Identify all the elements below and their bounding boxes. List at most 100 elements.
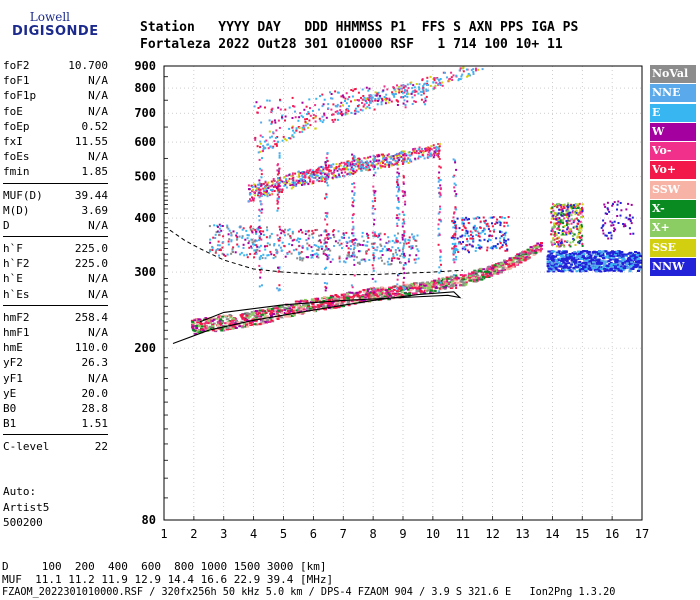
echo-point (407, 151, 410, 154)
echo-point (220, 327, 224, 330)
echo-point (501, 244, 504, 247)
echo-point (256, 248, 259, 251)
echo-point (281, 312, 284, 314)
echo-point (340, 302, 344, 304)
echo-point (406, 95, 409, 98)
echo-point (597, 269, 600, 272)
echo-point (394, 93, 397, 95)
echo-point (297, 304, 301, 307)
echo-point (568, 269, 572, 272)
echo-point (601, 254, 605, 257)
echo-point (491, 269, 495, 272)
echo-point (424, 150, 427, 152)
echo-point (396, 222, 399, 225)
echo-point (400, 152, 403, 155)
echo-point (260, 169, 263, 172)
echo-point (416, 287, 420, 290)
echo-point (380, 296, 384, 299)
echo-point (628, 266, 632, 269)
echo-point (355, 169, 358, 172)
echo-point (250, 247, 253, 250)
echo-point (426, 287, 430, 290)
echo-point (255, 250, 258, 252)
echo-point (383, 98, 386, 101)
echo-point (340, 171, 343, 174)
echo-point (587, 253, 591, 256)
echo-point (363, 167, 366, 170)
echo-point (305, 239, 308, 242)
param-row: yF2 26.3 (3, 355, 108, 370)
echo-point (521, 252, 525, 255)
echo-point (401, 238, 404, 241)
echo-point (279, 179, 282, 182)
echo-point (552, 203, 554, 206)
echo-point (391, 296, 395, 298)
echo-point (518, 255, 522, 258)
echo-point (571, 258, 575, 261)
echo-point (406, 89, 409, 92)
echo-point (376, 103, 379, 106)
echo-point (550, 221, 552, 224)
echo-point (299, 181, 302, 184)
echo-point (597, 258, 601, 261)
echo-point (498, 247, 501, 250)
echo-point (615, 258, 619, 261)
echo-point (631, 268, 635, 270)
echo-point (328, 301, 331, 304)
echo-point (575, 217, 578, 220)
echo-point (302, 116, 305, 119)
echo-point (291, 172, 294, 175)
echo-point (426, 147, 428, 150)
x-tick-label: 6 (310, 527, 317, 541)
echo-point (466, 238, 468, 241)
echo-point (575, 207, 578, 210)
echo-point (569, 245, 572, 248)
echo-point (258, 285, 261, 288)
echo-point (477, 244, 480, 246)
echo-point (363, 99, 366, 102)
echo-point (264, 257, 267, 260)
echo-point (437, 152, 440, 155)
echo-point (402, 264, 405, 267)
echo-point (420, 284, 424, 287)
echo-point (328, 174, 330, 177)
echo-point (546, 255, 550, 258)
echo-point (397, 232, 400, 235)
echo-point (203, 325, 207, 328)
echo-point (397, 184, 400, 187)
echo-point (271, 120, 274, 123)
echo-point (406, 100, 409, 103)
echo-point (221, 315, 225, 318)
echo-point (317, 245, 320, 248)
echo-point (278, 156, 281, 159)
echo-point (223, 328, 226, 331)
echo-point (423, 101, 425, 104)
echo-point (562, 261, 566, 264)
echo-point (526, 257, 530, 260)
echo-point (403, 91, 406, 94)
echo-point (352, 301, 356, 304)
echo-point (340, 300, 344, 303)
echo-point (425, 290, 428, 293)
echo-point (252, 188, 255, 191)
echo-point (400, 96, 403, 99)
echo-point (324, 289, 327, 292)
echo-point (557, 217, 560, 220)
echo-point (429, 75, 432, 78)
echo-point (435, 146, 438, 149)
param-row: yE 20.0 (3, 386, 108, 401)
echo-point (457, 79, 460, 82)
echo-point (395, 217, 398, 220)
echo-point (366, 244, 369, 247)
echo-point (408, 254, 411, 257)
echo-point (347, 98, 349, 101)
echo-point (327, 233, 330, 236)
echo-point (367, 156, 370, 159)
echo-point (463, 218, 466, 221)
echo-point (268, 119, 271, 122)
echo-point (274, 183, 277, 186)
echo-point (237, 245, 240, 248)
echo-point (552, 265, 556, 268)
echo-point (637, 252, 641, 255)
echo-point (482, 277, 486, 280)
